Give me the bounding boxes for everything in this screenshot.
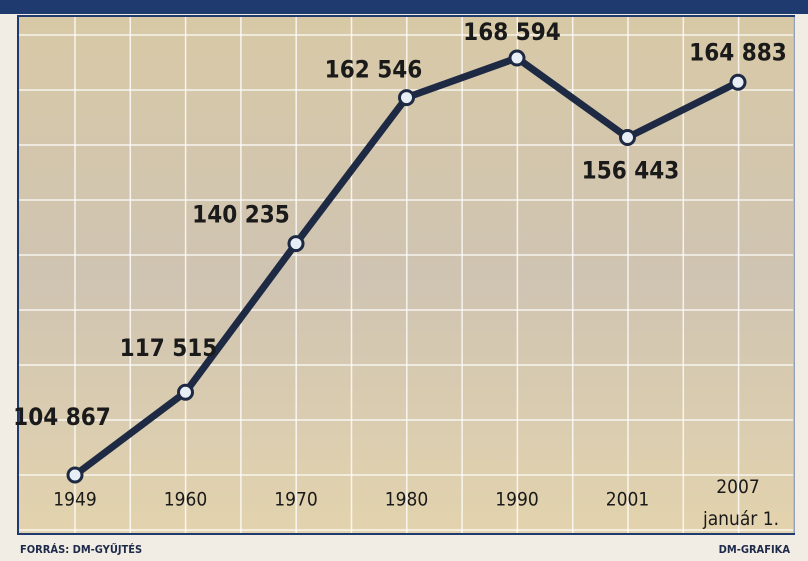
data-label: 140 235 <box>192 201 290 229</box>
data-label: 164 883 <box>689 38 787 66</box>
page: {"chart_data": {"type": "line", "categor… <box>0 0 808 561</box>
marker <box>179 385 193 399</box>
data-label: 156 443 <box>582 157 680 185</box>
marker <box>289 237 303 251</box>
x-tick-label: 1970 <box>274 489 318 511</box>
marker <box>68 468 82 482</box>
source: FORRÁS: DM-GYŰJTÉS <box>20 542 142 556</box>
x-tick-label: 2001 <box>606 489 650 511</box>
marker <box>510 51 524 65</box>
data-label: 162 546 <box>325 56 423 84</box>
header-strip <box>0 0 808 14</box>
x-tick-label: 1990 <box>495 489 539 511</box>
data-label: 117 515 <box>120 334 218 362</box>
x-tick-label: 1960 <box>164 489 208 511</box>
data-label: 104 867 <box>13 403 111 431</box>
x-tick-label: 1980 <box>385 489 429 511</box>
marker <box>731 75 745 89</box>
x-tick-label: 1949 <box>53 489 97 511</box>
marker <box>400 91 414 105</box>
marker <box>621 131 635 145</box>
credit: DM-GRAFIKA <box>719 543 791 556</box>
data-label: 168 594 <box>463 18 561 46</box>
chart: FORRÁS: DM-GYŰJTÉS DM-GRAFIKA 104 867 117… <box>0 0 808 561</box>
